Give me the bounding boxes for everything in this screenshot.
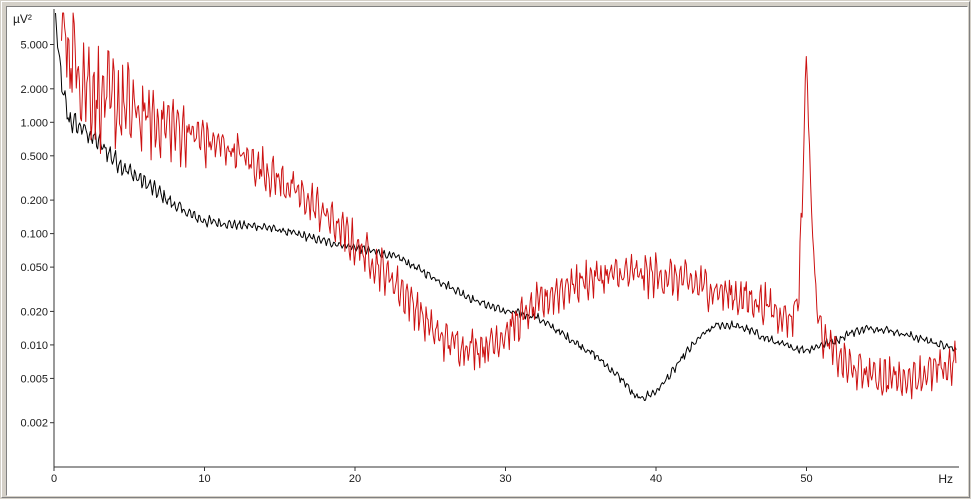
plot-panel: 0.002 0.005 0.010 0.020 0.050 0.100 0.200 0.500…	[6, 6, 968, 496]
spectrum-chart: 0.002 0.005 0.010 0.020 0.050 0.100 0.200 0.500…	[13, 9, 959, 486]
series-line-black	[55, 12, 957, 401]
y-tick-label: 0.005	[20, 373, 48, 385]
tick-labels: 0.002 0.005 0.010 0.020 0.050 0.100 0.200 0.500…	[13, 12, 953, 486]
x-tick-label: 10	[198, 473, 210, 485]
series-layer	[55, 12, 957, 401]
series-line-red	[61, 12, 957, 400]
y-tick-label: 0.200	[20, 195, 48, 207]
y-tick-label: 0.100	[20, 229, 48, 241]
y-tick-label: 5.000	[20, 40, 48, 52]
axes	[50, 9, 959, 471]
y-tick-label: 0.500	[20, 151, 48, 163]
y-tick-label: 2.000	[20, 84, 48, 96]
y-tick-label: 0.002	[20, 418, 48, 430]
x-tick-label: 0	[51, 473, 57, 485]
x-tick-label: 20	[349, 473, 361, 485]
x-tick-label: 50	[800, 473, 812, 485]
y-tick-label: 0.050	[20, 262, 48, 274]
x-tick-label: 40	[650, 473, 662, 485]
x-axis-unit-label: Hz	[938, 472, 953, 486]
y-tick-label: 0.010	[20, 340, 48, 352]
x-tick-label: 30	[499, 473, 511, 485]
y-tick-label: 0.020	[20, 306, 48, 318]
y-tick-label: 1.000	[20, 117, 48, 129]
y-axis-unit-label: µV²	[13, 12, 32, 26]
